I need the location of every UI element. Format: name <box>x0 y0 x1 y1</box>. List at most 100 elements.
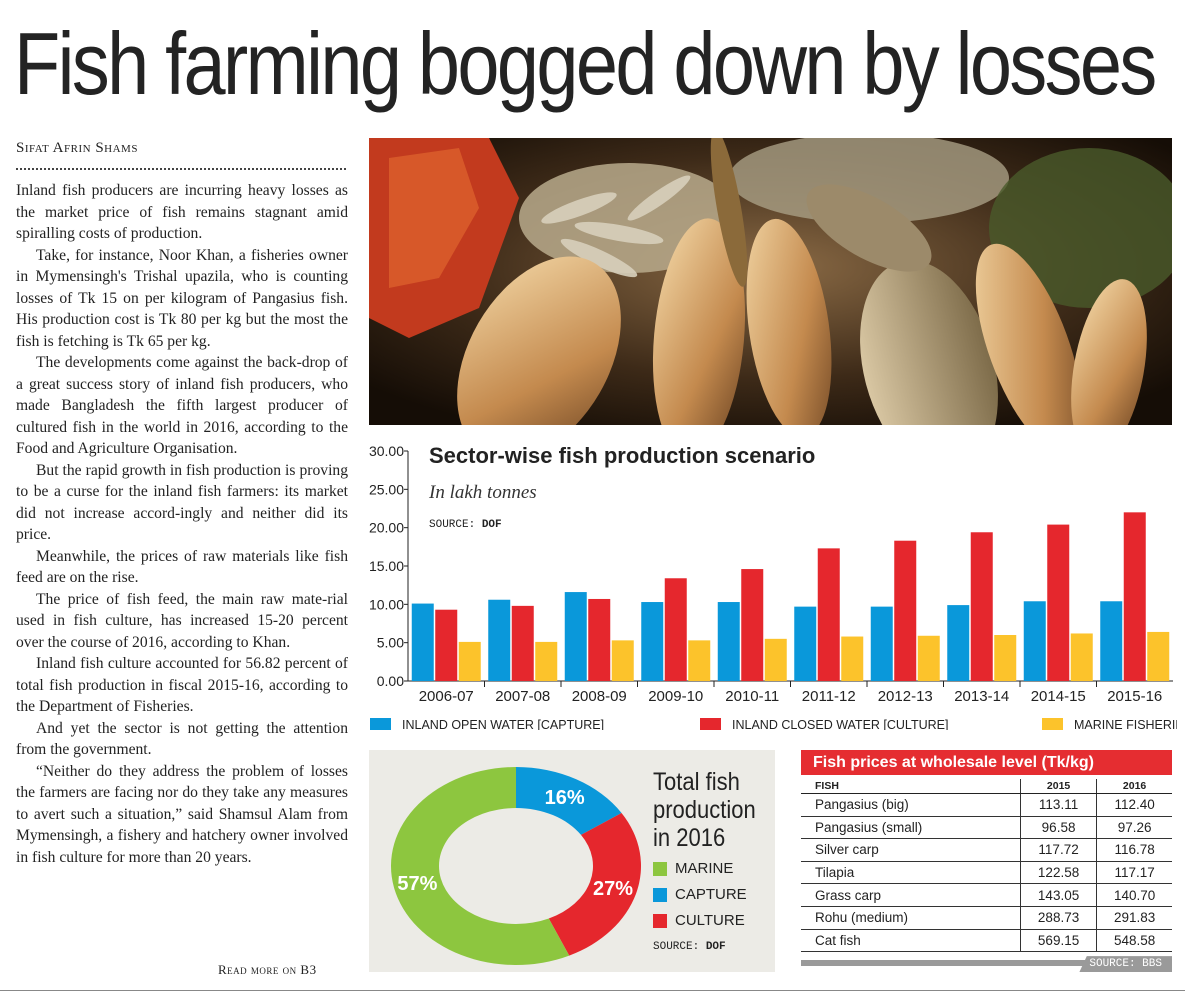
bottom-rule <box>0 990 1185 991</box>
x-category-label: 2009-10 <box>648 688 703 705</box>
column-header-2015: 2015 <box>1019 779 1097 794</box>
article-paragraph: “Neither do they address the problem of … <box>16 762 348 866</box>
bar-marine-2009-10 <box>688 640 711 681</box>
fish-name-cell: Pangasius (small) <box>801 816 1021 840</box>
bar-culture-2011-12 <box>817 548 840 681</box>
column-header-fish: FISH <box>801 779 1021 794</box>
donut-panel: 16% 27% 57% Total fish production in 2016 … <box>369 750 775 972</box>
table-row: Cat fish 569.15 548.58 <box>801 929 1172 953</box>
article-paragraph: Meanwhile, the prices of raw materials l… <box>16 547 348 587</box>
chart-title: Sector-wise fish production scenario <box>429 443 815 468</box>
donut-source: SOURCE: DOF <box>653 941 726 953</box>
x-category-label: 2006-07 <box>419 688 474 705</box>
bar-culture-2010-11 <box>741 569 764 681</box>
chart-source: SOURCE: DOF <box>429 519 502 531</box>
donut-labels: 16% 27% 57% <box>397 787 633 900</box>
source-label: SOURCE: <box>653 941 700 953</box>
legend-item-culture: CULTURE <box>653 912 745 929</box>
x-category-label: 2012-13 <box>878 688 933 705</box>
table-row: Silver carp 117.72 116.78 <box>801 838 1172 862</box>
table-source: SOURCE: BBS <box>801 956 1172 973</box>
legend-swatch <box>1042 718 1063 730</box>
fish-name-cell: Tilapia <box>801 861 1021 885</box>
bar-capture-2007-08 <box>488 599 511 681</box>
article-paragraph: Take, for instance, Noor Khan, a fisheri… <box>16 246 348 350</box>
donut-label-capture: 16% <box>545 787 585 809</box>
source-value: DOF <box>482 519 502 531</box>
bar-culture-2009-10 <box>664 578 687 681</box>
x-category-label: 2010-11 <box>725 688 779 705</box>
bar-culture-2008-09 <box>588 598 611 681</box>
price-2015-cell: 288.73 <box>1019 906 1097 930</box>
donut-slice-marine <box>391 767 570 965</box>
price-2016-cell: 140.70 <box>1096 883 1172 907</box>
price-2015-cell: 122.58 <box>1019 861 1097 885</box>
fish-market-photo <box>369 138 1172 425</box>
price-table-title: Fish prices at wholesale level (Tk/kg) <box>801 750 1172 775</box>
fish-name-cell: Grass carp <box>801 883 1021 907</box>
price-2015-cell: 569.15 <box>1019 929 1097 953</box>
price-2015-cell: 143.05 <box>1019 883 1097 907</box>
price-2016-cell: 548.58 <box>1096 929 1172 953</box>
bar-marine-2008-09 <box>611 640 634 681</box>
donut-label-marine: 57% <box>397 873 437 895</box>
bar-marine-2011-12 <box>841 636 864 681</box>
article-paragraph: The developments come against the back-d… <box>16 354 348 457</box>
x-category-label: 2015-16 <box>1107 688 1162 705</box>
x-category-label: 2007-08 <box>495 688 550 705</box>
byline: Sifat Afrin Shams <box>16 140 138 156</box>
fish-name-cell: Rohu (medium) <box>801 906 1021 930</box>
x-category-label: 2013-14 <box>954 688 1009 705</box>
source-label: SOURCE: <box>429 519 475 531</box>
bar-culture-2007-08 <box>511 605 534 681</box>
legend-swatch <box>700 718 721 730</box>
source-value: DOF <box>705 941 726 953</box>
bar-capture-2009-10 <box>641 602 664 681</box>
price-2016-cell: 97.26 <box>1096 816 1172 840</box>
price-2016-cell: 291.83 <box>1096 906 1172 930</box>
bar-culture-2013-14 <box>970 532 993 681</box>
price-2015-cell: 96.58 <box>1019 816 1097 840</box>
bar-marine-2015-16 <box>1147 631 1170 681</box>
capture-swatch <box>653 887 667 902</box>
legend-label: INLAND CLOSED WATER [CULTURE] <box>732 718 948 730</box>
dotted-divider <box>16 168 346 170</box>
y-tick-label: 0.00 <box>377 673 404 689</box>
bar-culture-2014-15 <box>1047 524 1070 681</box>
bar-capture-2008-09 <box>564 592 587 681</box>
y-tick-label: 25.00 <box>369 481 404 497</box>
table-header-row: FISH 2015 2016 <box>801 779 1172 794</box>
column-header-2016: 2016 <box>1096 779 1172 794</box>
donut-title: Total fish production in 2016 <box>653 768 756 852</box>
legend-swatch <box>370 718 391 730</box>
price-2016-cell: 112.40 <box>1096 793 1172 817</box>
category-labels: 2006-07 2007-08 2008-09 2009-10 2010-11 2011-… <box>419 681 1162 705</box>
legend-label: MARINE <box>675 860 734 877</box>
table-row: Pangasius (small) 96.58 97.26 <box>801 816 1172 840</box>
legend-label: MARINE FISHERIES <box>1074 718 1177 730</box>
y-tick-label: 5.00 <box>377 635 404 651</box>
price-2016-cell: 116.78 <box>1096 838 1172 862</box>
bar-capture-2014-15 <box>1023 601 1046 681</box>
y-tick-label: 10.00 <box>369 596 404 612</box>
chart-legend: INLAND OPEN WATER [CAPTURE] INLAND CLOSED… <box>370 718 1177 730</box>
fish-name-cell: Silver carp <box>801 838 1021 862</box>
bar-capture-2006-07 <box>411 603 434 681</box>
y-tick-label: 20.00 <box>369 520 404 536</box>
price-2015-cell: 117.72 <box>1019 838 1097 862</box>
culture-swatch <box>653 913 667 928</box>
read-more-link[interactable]: Read more on B3 <box>218 962 317 977</box>
price-2016-cell: 117.17 <box>1096 861 1172 885</box>
table-row: Pangasius (big) 113.11 112.40 <box>801 793 1172 817</box>
marine-swatch <box>653 861 667 876</box>
bar-capture-2010-11 <box>717 602 740 681</box>
bar-marine-2013-14 <box>994 635 1017 681</box>
bar-marine-2012-13 <box>917 635 940 681</box>
bar-capture-2013-14 <box>947 605 970 681</box>
bar-culture-2012-13 <box>894 540 917 681</box>
bar-capture-2015-16 <box>1100 601 1123 681</box>
donut-slice-capture <box>516 767 622 835</box>
price-2015-cell: 113.11 <box>1019 793 1097 817</box>
legend-label: CAPTURE <box>675 886 747 903</box>
table-row: Rohu (medium) 288.73 291.83 <box>801 906 1172 930</box>
